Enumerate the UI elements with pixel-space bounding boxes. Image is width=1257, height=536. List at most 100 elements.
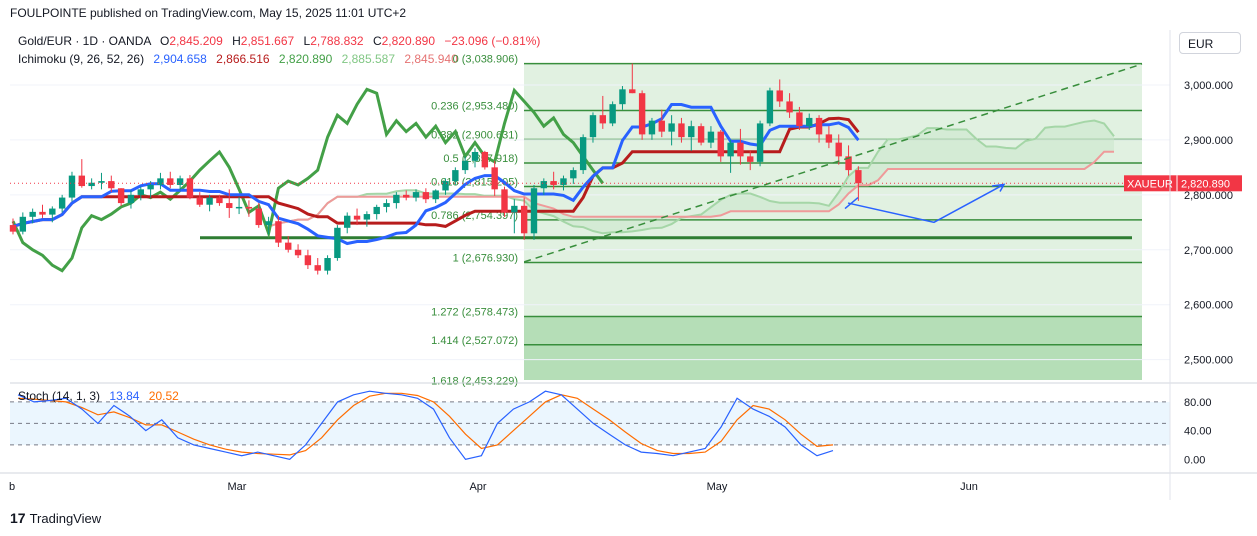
low-value: 2,788.832 [310,34,364,48]
candle-body [766,90,774,124]
candle-body [265,221,272,226]
candlesticks[interactable] [9,63,862,275]
symbol-legend[interactable]: Gold/EUR · 1D · OANDA O2,845.209 H2,851.… [18,34,540,48]
candle-body [108,181,115,189]
candle-body [727,142,734,157]
candle-body [373,206,380,215]
candle-body [147,184,154,190]
candle-body [49,208,56,215]
stochastic-pane[interactable]: 80.00 40.00 0.00 [10,382,1257,466]
fib-label: 1.618 (2,453.229) [431,375,518,387]
tenkan-value: 2,904.658 [153,52,207,66]
candle-body [285,242,292,250]
tradingview-brand[interactable]: 17 TradingView [10,510,101,526]
candle-body [688,126,695,138]
candle-body [756,123,764,162]
fib-label: 1 (2,676.930) [453,252,518,264]
candle-body [540,181,548,189]
candle-body [589,115,597,138]
drawings[interactable] [10,63,1170,263]
open-label: O [160,34,170,48]
price-tick: 2,900.000 [1184,135,1233,147]
price-tick: 2,700.000 [1184,245,1233,257]
high-label: H [232,34,241,48]
kijun-line [12,116,860,228]
chikou-line [11,87,605,273]
kijun-value: 2,866.516 [216,52,270,66]
fib-label: 1.414 (2,527.072) [431,335,518,347]
high-value: 2,851.667 [240,34,295,48]
candle-body [442,181,449,191]
candle-body [501,189,508,213]
brand-name: TradingView [29,510,102,526]
candle-body [176,178,184,185]
candle-body [491,167,498,190]
open-value: 2,845.209 [169,34,223,48]
candle-body [393,194,400,204]
ichimoku-label[interactable]: Ichimoku (9, 26, 52, 26) [18,52,145,66]
tenkan-line [12,103,860,246]
publisher-text: FOULPOINTE published on TradingView.com,… [10,6,407,20]
time-tick: Mar [228,481,247,493]
candle-body [619,89,626,105]
candle-body [226,203,233,209]
candle-body [796,112,803,127]
stoch-k-line [17,390,834,460]
candle-body [855,170,862,184]
candle-body [216,197,223,204]
arrow-head-icon [991,183,1006,192]
stoch-k-value: 13.84 [109,389,140,403]
span-b-value: 2,845.940 [404,52,458,66]
candle-body [275,221,282,243]
stoch-legend[interactable]: Stoch (14, 1, 3) 13.84 20.52 [18,389,179,403]
candle-body [520,205,528,234]
price-tick: 2,600.000 [1184,300,1233,312]
candle-body [314,265,321,271]
candle-body [39,211,46,215]
span-b-line [268,150,1114,228]
price-tag-value: 2,820.890 [1181,178,1230,190]
candle-body [668,123,675,132]
time-tick: b [9,481,15,493]
candle-body [481,151,489,168]
candle-body [697,126,705,143]
price-axis[interactable]: 3,000.000 2,900.000 2,800.000 2,700.000 2,60… [1124,80,1242,367]
candle-body [334,227,341,259]
candle-body [825,134,833,143]
candle-body [815,117,823,135]
candle-body [599,115,606,124]
fib-label: 0.786 (2,754.397) [431,210,518,222]
price-tick: 2,500.000 [1184,355,1233,367]
currency-selector[interactable]: EUR [1179,32,1241,54]
ichimoku-cloud [268,119,1115,235]
fib-label: 0 (3,038.906) [453,54,518,66]
stoch-label[interactable]: Stoch (14, 1, 3) [18,389,101,403]
tradingview-logo-icon: 17 [10,510,26,526]
candle-body [629,89,636,94]
projection-start [844,197,859,210]
symbol-name[interactable]: Gold/EUR · 1D · OANDA [18,34,151,48]
candle-body [68,175,76,198]
candle-body [776,90,783,102]
stoch-tick: 0.00 [1184,454,1205,466]
candle-body [294,249,302,256]
candle-body [88,182,95,187]
stoch-d-value: 20.52 [148,389,179,403]
projection-path [847,184,1004,224]
cloud-fill [268,120,1115,234]
candle-body [324,258,331,271]
candle-body [127,194,135,204]
candle-body [206,197,213,205]
candle-body [560,178,567,185]
dashed-trendline [523,63,1143,263]
time-axis[interactable]: b Mar Apr May Jun [0,30,1257,500]
ichimoku-legend[interactable]: Ichimoku (9, 26, 52, 26) 2,904.658 2,866… [18,52,458,66]
candle-body [98,181,105,183]
fib-label: 1.272 (2,578.473) [431,307,518,319]
candle-body [845,156,852,171]
close-value: 2,820.890 [381,34,436,48]
stoch-tick: 80.00 [1184,397,1212,409]
candle-body [255,208,262,226]
candle-body [403,194,410,198]
